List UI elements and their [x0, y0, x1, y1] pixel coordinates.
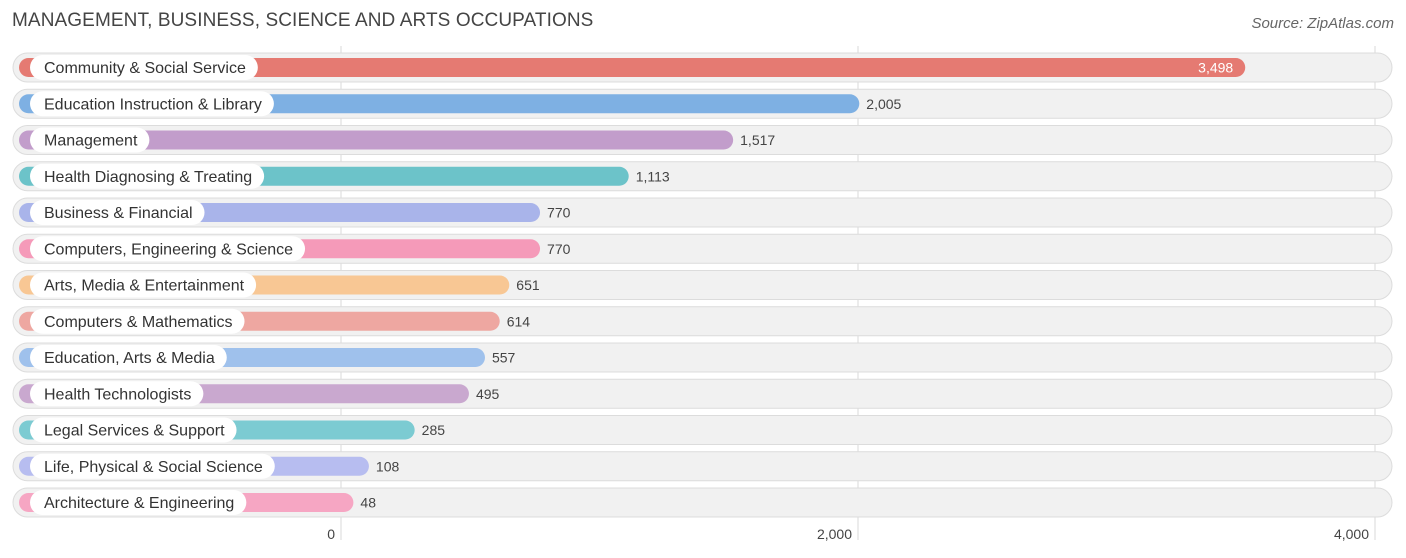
- category-label: Health Technologists: [44, 386, 191, 403]
- category-label-pill: [30, 55, 258, 80]
- value-label: 108: [376, 458, 400, 474]
- x-tick-label: 0: [327, 526, 335, 542]
- value-label: 3,498: [1198, 60, 1233, 76]
- category-label-pill: [30, 308, 245, 334]
- x-tick-label: 4,000: [1334, 526, 1369, 542]
- category-label: Architecture & Engineering: [44, 495, 234, 512]
- bar: [19, 130, 734, 150]
- category-label: Computers, Engineering & Science: [44, 241, 293, 258]
- chart-source: Source: ZipAtlas.com: [1251, 15, 1394, 32]
- category-label: Management: [44, 133, 138, 150]
- value-label: 770: [547, 241, 571, 257]
- category-label: Computers & Mathematics: [44, 314, 233, 331]
- value-label: 770: [547, 205, 571, 221]
- value-label: 1,113: [636, 168, 670, 184]
- category-label-pill: [30, 91, 274, 117]
- category-label-pill: [30, 345, 227, 370]
- value-label: 2,005: [866, 96, 901, 112]
- category-label-pill: [30, 236, 306, 262]
- bar-row: Arts, Media & Entertainment 651: [12, 270, 1393, 300]
- chart-title: MANAGEMENT, BUSINESS, SCIENCE AND ARTS O…: [12, 10, 594, 31]
- value-label: 285: [422, 422, 446, 438]
- value-label: 651: [516, 277, 540, 293]
- category-label: Education Instruction & Library: [44, 96, 262, 113]
- bar-row: Computers, Engineering & Science 770: [12, 233, 1393, 264]
- bar-row: Education, Arts & Media 557: [12, 342, 1393, 373]
- value-label: 614: [507, 313, 531, 329]
- value-label: 1,517: [740, 132, 775, 148]
- bar-row: Management 1,517: [12, 125, 1393, 155]
- bar-row: Architecture & Engineering 48: [12, 487, 1393, 518]
- category-label: Health Diagnosing & Treating: [44, 169, 252, 186]
- bar-row: Health Technologists 495: [12, 378, 1393, 409]
- category-label-pill: [30, 272, 257, 298]
- category-label-pill: [30, 200, 205, 225]
- value-label: 495: [476, 386, 500, 402]
- category-label-pill: [30, 417, 237, 443]
- category-label-pill: [30, 127, 150, 153]
- value-label: 557: [492, 350, 516, 366]
- category-label-pill: [30, 490, 247, 515]
- category-label: Life, Physical & Social Science: [44, 459, 263, 476]
- bar-row: Community & Social Service 3,498: [12, 52, 1393, 83]
- category-label: Community & Social Service: [44, 60, 246, 77]
- bar-row: Health Diagnosing & Treating 1,113: [12, 161, 1393, 192]
- category-label: Business & Financial: [44, 205, 193, 222]
- category-label: Legal Services & Support: [44, 423, 225, 440]
- value-label: 48: [360, 495, 376, 511]
- category-label-pill: [30, 163, 265, 189]
- x-tick-label: 2,000: [817, 526, 852, 542]
- bar-row: Computers & Mathematics 614: [12, 306, 1393, 337]
- bar-row: Legal Services & Support 285: [12, 415, 1393, 445]
- category-label: Arts, Media & Entertainment: [44, 278, 245, 295]
- bar-row: Education Instruction & Library 2,005: [12, 88, 1393, 119]
- bar-row: Business & Financial 770: [12, 197, 1393, 228]
- bar: [19, 58, 1246, 77]
- bar-row: Life, Physical & Social Science 108: [12, 451, 1393, 482]
- category-label-pill: [30, 453, 275, 479]
- category-label: Education, Arts & Media: [44, 350, 215, 367]
- category-label-pill: [30, 381, 204, 407]
- row-track: [12, 487, 1393, 518]
